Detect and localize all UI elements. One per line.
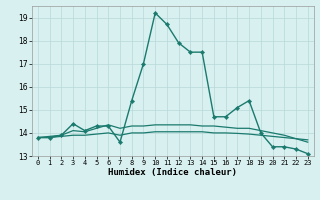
X-axis label: Humidex (Indice chaleur): Humidex (Indice chaleur) (108, 168, 237, 177)
